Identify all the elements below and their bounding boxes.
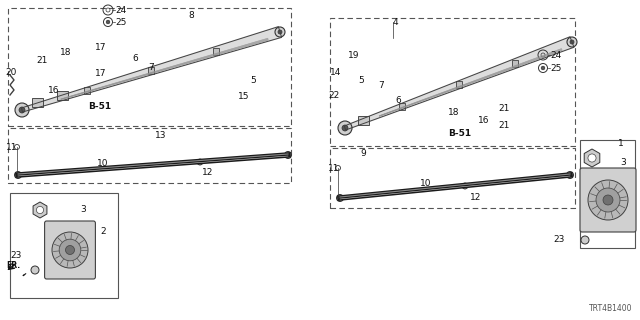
Text: FR.: FR.	[6, 260, 20, 269]
Text: 11: 11	[328, 164, 339, 172]
FancyBboxPatch shape	[31, 98, 42, 107]
Text: 11: 11	[6, 142, 17, 151]
FancyBboxPatch shape	[580, 168, 636, 232]
Text: TRT4B1400: TRT4B1400	[589, 304, 632, 313]
Text: 10: 10	[97, 158, 109, 167]
Bar	[399, 102, 404, 109]
Text: 24: 24	[115, 5, 126, 14]
Bar	[212, 47, 218, 54]
Circle shape	[19, 107, 25, 113]
Text: 16: 16	[48, 85, 60, 94]
Text: 5: 5	[358, 76, 364, 84]
Text: 13: 13	[155, 131, 166, 140]
FancyArrowPatch shape	[23, 274, 26, 276]
Text: 18: 18	[60, 47, 72, 57]
Text: 20: 20	[5, 68, 17, 76]
Circle shape	[278, 30, 282, 34]
Text: 10: 10	[420, 179, 431, 188]
Circle shape	[588, 154, 596, 162]
Text: 8: 8	[188, 11, 194, 20]
Bar	[8, 128, 291, 183]
Bar	[83, 86, 90, 93]
Circle shape	[15, 103, 29, 117]
Text: 12: 12	[470, 193, 481, 202]
Bar	[580, 140, 635, 248]
FancyBboxPatch shape	[358, 116, 369, 124]
Polygon shape	[21, 27, 282, 112]
Text: 18: 18	[448, 108, 460, 116]
Text: 23: 23	[553, 236, 564, 244]
Circle shape	[197, 159, 203, 165]
Text: 12: 12	[202, 167, 213, 177]
Circle shape	[342, 125, 348, 131]
Text: 7: 7	[378, 81, 384, 90]
Text: B-51: B-51	[88, 101, 111, 110]
Text: 1: 1	[618, 139, 624, 148]
Bar	[8, 8, 291, 126]
Circle shape	[275, 27, 285, 37]
Circle shape	[596, 188, 620, 212]
Bar	[456, 81, 461, 88]
Circle shape	[462, 183, 468, 189]
Circle shape	[31, 266, 39, 274]
Text: 21: 21	[498, 121, 509, 130]
Text: 23: 23	[10, 251, 21, 260]
Polygon shape	[344, 37, 574, 130]
Text: 4: 4	[393, 18, 399, 27]
Text: 24: 24	[550, 51, 561, 60]
Text: 25: 25	[115, 18, 126, 27]
Text: B-51: B-51	[448, 129, 471, 138]
Text: 16: 16	[478, 116, 490, 124]
Text: 3: 3	[80, 205, 86, 214]
Circle shape	[52, 232, 88, 268]
Text: 19: 19	[348, 51, 360, 60]
Text: 21: 21	[36, 55, 47, 65]
Circle shape	[36, 206, 44, 214]
Text: 15: 15	[238, 92, 250, 100]
Circle shape	[581, 236, 589, 244]
Text: 9: 9	[360, 148, 365, 157]
Bar	[10, 193, 118, 298]
Text: 21: 21	[498, 103, 509, 113]
Circle shape	[285, 151, 291, 158]
Text: 14: 14	[330, 68, 341, 76]
Text: 6: 6	[132, 53, 138, 62]
Circle shape	[337, 195, 344, 202]
Text: 5: 5	[250, 76, 256, 84]
Circle shape	[15, 172, 22, 179]
Circle shape	[65, 245, 74, 254]
Text: 25: 25	[550, 63, 561, 73]
Circle shape	[570, 40, 574, 44]
Circle shape	[60, 239, 81, 261]
Text: 17: 17	[95, 68, 106, 77]
Bar	[330, 18, 575, 146]
Circle shape	[603, 195, 613, 205]
Circle shape	[588, 180, 628, 220]
Bar	[512, 60, 518, 67]
Text: 7: 7	[148, 62, 154, 71]
Circle shape	[106, 20, 110, 24]
Circle shape	[541, 66, 545, 70]
Text: 17: 17	[95, 43, 106, 52]
Circle shape	[566, 172, 573, 179]
Bar	[148, 67, 154, 74]
FancyBboxPatch shape	[56, 91, 67, 100]
Text: 6: 6	[395, 95, 401, 105]
Text: 3: 3	[620, 157, 626, 166]
FancyBboxPatch shape	[45, 221, 95, 279]
Bar	[330, 148, 575, 208]
Circle shape	[567, 37, 577, 47]
Text: 2: 2	[100, 228, 106, 236]
Circle shape	[338, 121, 352, 135]
Text: 22: 22	[328, 91, 339, 100]
